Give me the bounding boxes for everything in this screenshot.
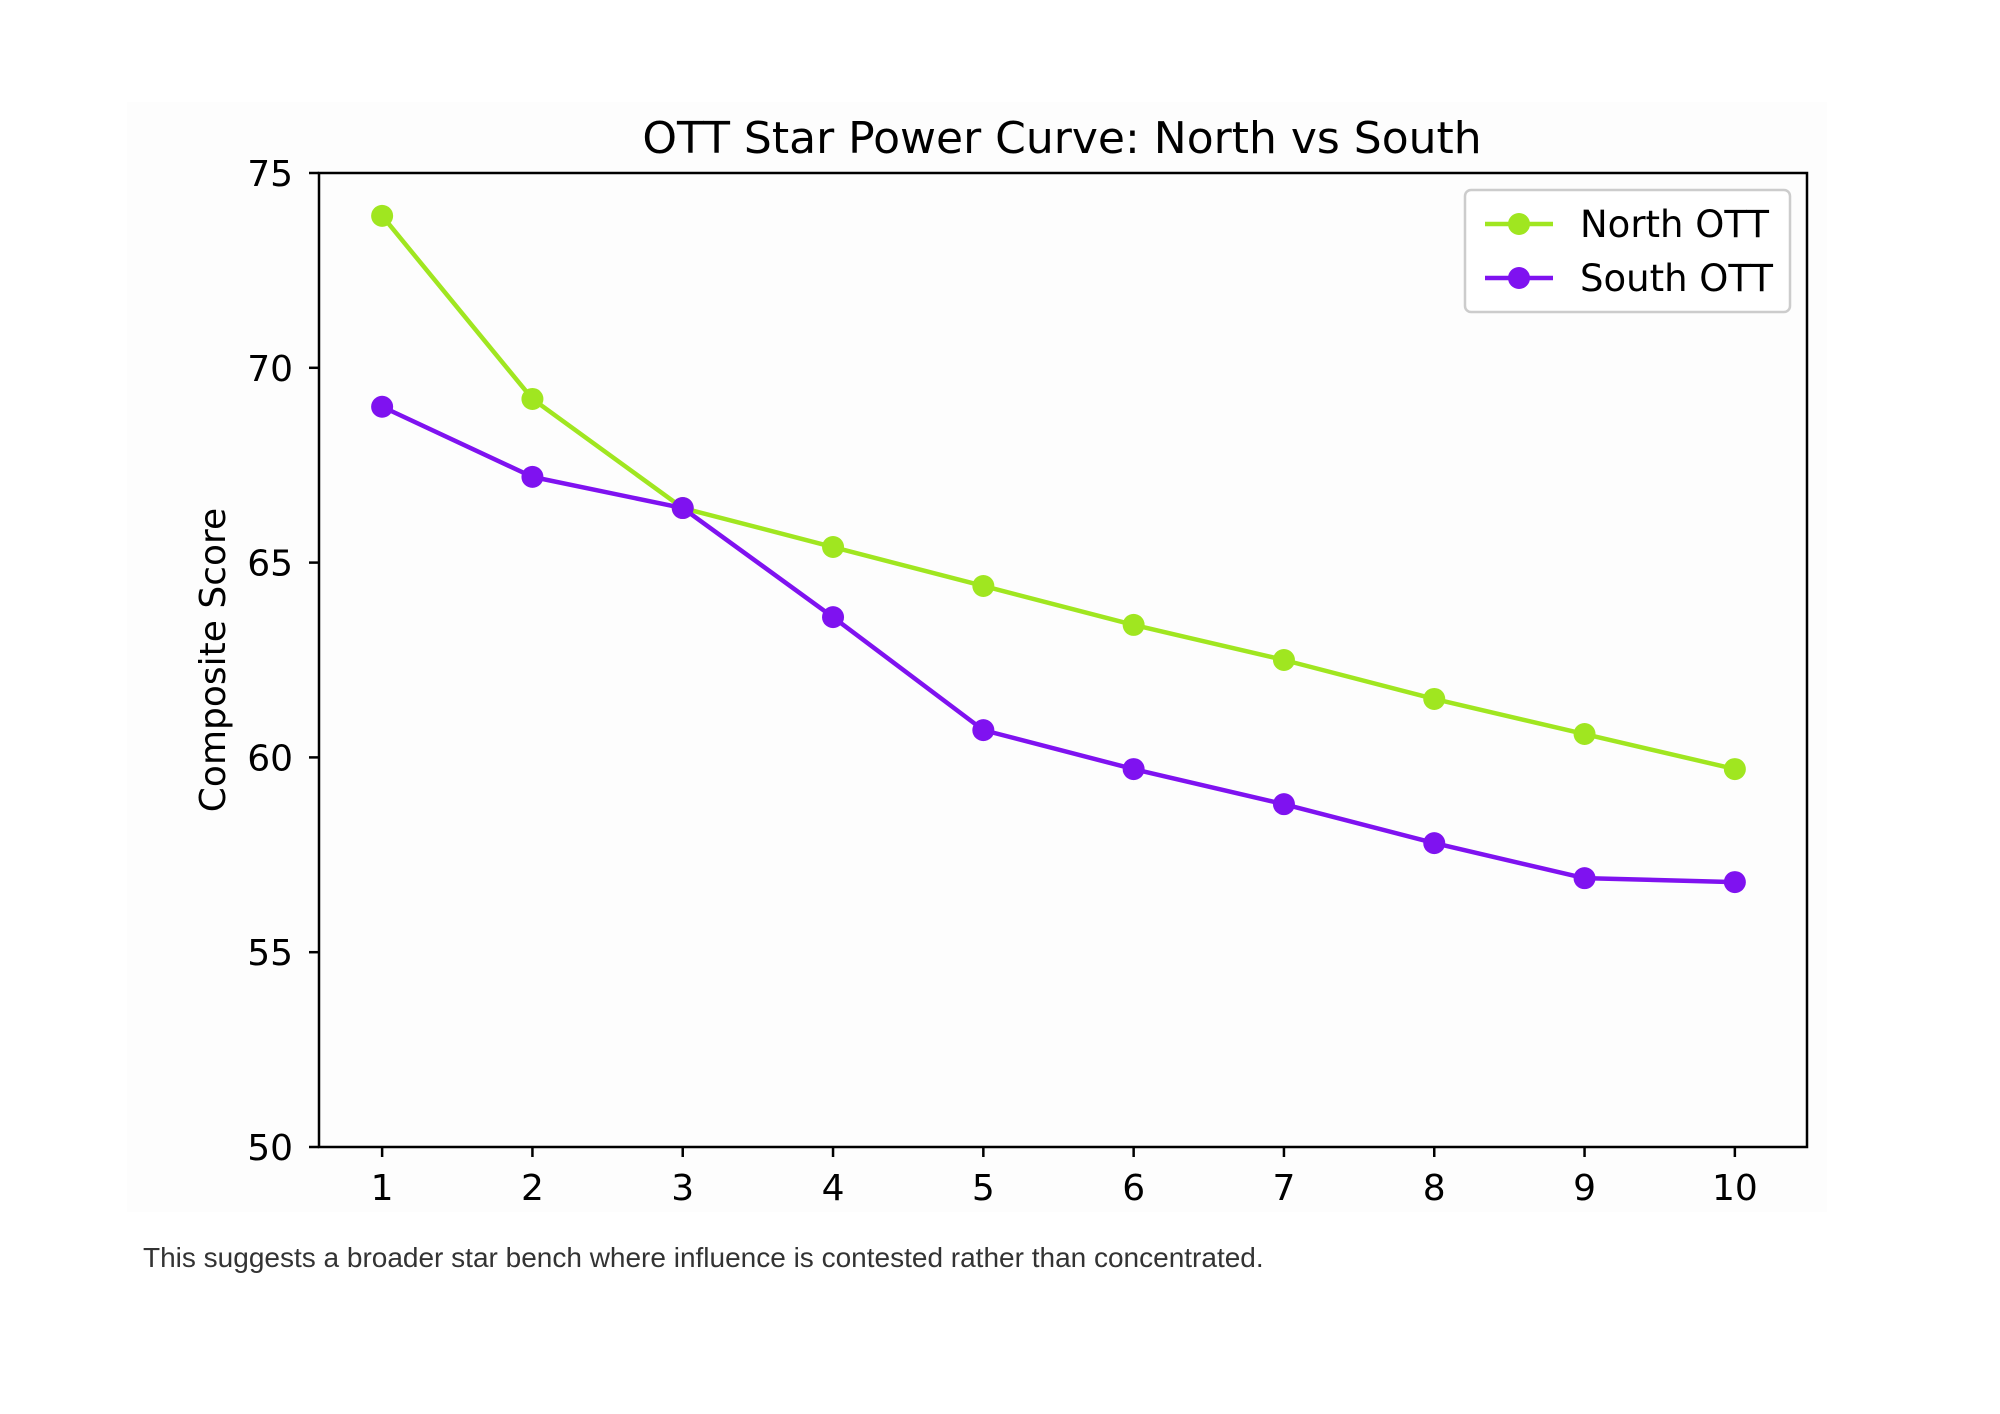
data-point-north-ott (1272, 649, 1295, 671)
data-point-south-ott (1723, 871, 1746, 894)
y-tick-label: 70 (247, 349, 293, 390)
data-point-north-ott (371, 204, 394, 227)
data-point-north-ott (1122, 613, 1145, 636)
data-point-south-ott (1573, 867, 1596, 890)
x-tick-label: 8 (1423, 1168, 1446, 1209)
series-line-north-ott (379, 213, 1738, 772)
x-tick-label: 7 (1272, 1168, 1295, 1209)
legend-label-south-ott: South OTT (1580, 257, 1773, 300)
data-point-south-ott (1423, 832, 1446, 855)
y-axis-label: Composite Score (193, 508, 234, 812)
legend-marker-north-ott (1508, 213, 1530, 235)
legend-box (1463, 188, 1792, 314)
y-tick-label: 75 (247, 154, 293, 195)
data-point-south-ott (521, 465, 544, 488)
legend-marker-south-ott (1508, 267, 1530, 289)
x-tick-label: 3 (671, 1168, 694, 1209)
x-tick-label: 10 (1712, 1168, 1758, 1209)
x-tick-label: 5 (972, 1168, 995, 1209)
chart-title: OTT Star Power Curve: North vs South (642, 113, 1481, 164)
caption: This suggests a broader star bench where… (143, 1242, 1264, 1273)
y-tick-label: 50 (247, 1128, 293, 1169)
data-point-south-ott (671, 497, 694, 520)
data-point-south-ott (371, 395, 394, 418)
data-point-north-ott (822, 536, 845, 559)
data-point-north-ott (1423, 687, 1446, 710)
y-tick-label: 65 (247, 544, 293, 585)
data-point-north-ott (972, 574, 995, 597)
data-point-north-ott (1573, 723, 1596, 746)
x-tick-label: 6 (1122, 1168, 1145, 1209)
y-tick-label: 55 (247, 933, 293, 974)
y-tick-label: 60 (247, 738, 293, 779)
data-point-south-ott (822, 606, 845, 629)
series-line-south-ott (379, 404, 1738, 885)
x-tick-label: 2 (521, 1168, 544, 1209)
legend-label-north-ott: North OTT (1580, 203, 1769, 246)
data-point-north-ott (521, 387, 544, 410)
data-point-north-ott (1723, 758, 1746, 781)
x-tick-label: 9 (1573, 1168, 1596, 1209)
data-point-south-ott (972, 719, 995, 742)
x-tick-label: 1 (371, 1168, 394, 1209)
data-point-south-ott (1272, 793, 1295, 816)
x-tick-label: 4 (822, 1168, 845, 1209)
data-point-south-ott (1122, 758, 1145, 781)
plot-frame (317, 171, 1809, 1149)
